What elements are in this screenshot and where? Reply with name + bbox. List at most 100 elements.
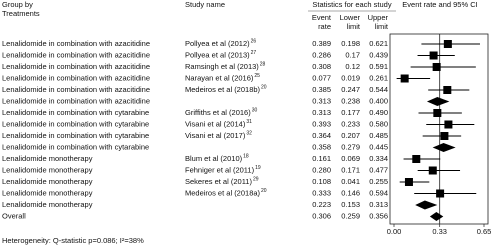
stat-value: 0.259 bbox=[341, 211, 360, 220]
stat-value: 0.334 bbox=[369, 154, 388, 163]
group-label: Lenalidomide in combination with azaciti… bbox=[2, 62, 150, 71]
point-estimate bbox=[443, 86, 452, 94]
point-estimate bbox=[444, 120, 453, 129]
study-name: Pollyea et al (2012) bbox=[185, 39, 250, 48]
group-label: Lenalidomide in combination with cytarab… bbox=[2, 119, 149, 128]
group-label: Lenalidomide in combination with cytarab… bbox=[2, 108, 149, 117]
stat-value: 0.358 bbox=[312, 142, 331, 151]
study-name: Medeiros et al (2018a) bbox=[185, 188, 261, 197]
stat-value: 0.279 bbox=[341, 142, 360, 151]
point-estimate bbox=[443, 40, 452, 48]
summary-diamond bbox=[426, 97, 450, 106]
stat-value: 0.108 bbox=[312, 177, 331, 186]
stat-value: 0.313 bbox=[312, 108, 331, 117]
group-label: Lenalidomide monotherapy bbox=[2, 200, 93, 209]
stat-value: 0.12 bbox=[345, 62, 360, 71]
stat-value: 0.333 bbox=[312, 188, 331, 197]
stat-value: 0.161 bbox=[312, 154, 331, 163]
group-label: Lenalidomide in combination with azaciti… bbox=[2, 73, 150, 82]
point-estimate bbox=[428, 166, 437, 175]
stat-value: 0.477 bbox=[369, 165, 388, 174]
stat-value: 0.247 bbox=[341, 85, 360, 94]
stat-value: 0.306 bbox=[312, 211, 331, 220]
stat-value: 0.580 bbox=[369, 119, 388, 128]
stat-value: 0.019 bbox=[341, 73, 360, 82]
plot-frame bbox=[389, 33, 489, 225]
stat-value: 0.233 bbox=[341, 119, 360, 128]
study-ref: 26 bbox=[251, 38, 257, 44]
stat-value: 0.077 bbox=[312, 73, 331, 82]
stat-value: 0.313 bbox=[312, 96, 331, 105]
stat-value: 0.17 bbox=[345, 50, 360, 59]
study-ref: 31 bbox=[246, 119, 252, 125]
study-name: Griffiths et al (2016) bbox=[185, 108, 251, 117]
stat-value: 0.400 bbox=[369, 96, 388, 105]
study-ref: 32 bbox=[246, 130, 252, 136]
stat-value: 0.153 bbox=[341, 200, 360, 209]
point-estimate bbox=[412, 155, 421, 163]
stat-value: 0.356 bbox=[369, 211, 388, 220]
stat-value: 0.177 bbox=[341, 108, 360, 117]
plot-header: Event rate and 95% CI bbox=[402, 0, 477, 9]
column-header: rate bbox=[318, 22, 331, 31]
study-ref: 20 bbox=[261, 188, 267, 194]
stats-header: Statistics for each study bbox=[312, 0, 391, 9]
point-estimate bbox=[436, 189, 445, 198]
group-label: Lenalidomide in combination with azaciti… bbox=[2, 39, 150, 48]
summary-diamond bbox=[415, 200, 438, 210]
study-name: Narayan et al (2016) bbox=[185, 73, 254, 82]
study-name: Sekeres et al (2011) bbox=[185, 177, 252, 186]
study-name: Visani et al (2014) bbox=[185, 119, 246, 128]
stat-value: 0.069 bbox=[341, 154, 360, 163]
column-header: Upper bbox=[368, 13, 389, 22]
stat-value: 0.544 bbox=[369, 85, 388, 94]
group-label: Lenalidomide monotherapy bbox=[2, 177, 93, 186]
point-estimate bbox=[432, 63, 441, 71]
group-label: Lenalidomide monotherapy bbox=[2, 154, 93, 163]
stat-value: 0.485 bbox=[369, 131, 388, 140]
stat-value: 0.490 bbox=[369, 108, 388, 117]
point-estimate bbox=[440, 132, 449, 140]
stat-value: 0.286 bbox=[312, 50, 331, 59]
group-label: Lenalidomide monotherapy bbox=[2, 188, 93, 197]
stat-value: 0.041 bbox=[341, 177, 360, 186]
study-ref: 28 bbox=[260, 61, 266, 67]
group-label: Lenalidomide monotherapy bbox=[2, 165, 93, 174]
stat-value: 0.308 bbox=[312, 62, 331, 71]
study-name: Ramsingh et al (2013) bbox=[185, 62, 259, 71]
stat-value: 0.238 bbox=[341, 96, 360, 105]
study-name: Blum et al (2010) bbox=[185, 154, 243, 163]
study-ref: 29 bbox=[253, 176, 259, 182]
stat-value: 0.223 bbox=[312, 200, 331, 209]
summary-diamond bbox=[432, 143, 456, 152]
column-header: limit bbox=[347, 22, 361, 31]
stat-value: 0.146 bbox=[341, 188, 360, 197]
stat-value: 0.198 bbox=[341, 39, 360, 48]
stat-value: 0.171 bbox=[341, 165, 360, 174]
x-tick-label: 0.00 bbox=[387, 227, 402, 236]
group-label: Overall bbox=[2, 211, 26, 220]
column-header: Event bbox=[312, 13, 332, 22]
heterogeneity-note: Heterogeneity: Q-statistic p=0.086; I²=3… bbox=[2, 236, 144, 245]
group-label: Lenalidomide in combination with azaciti… bbox=[2, 50, 150, 59]
stat-value: 0.439 bbox=[369, 50, 388, 59]
group-label: Lenalidomide in combination with azaciti… bbox=[2, 96, 150, 105]
study-name: Medeiros et al (2018b) bbox=[185, 85, 261, 94]
stat-value: 0.313 bbox=[369, 200, 388, 209]
point-estimate bbox=[400, 74, 409, 83]
study-name: Pollyea et al (2013) bbox=[185, 50, 250, 59]
stat-value: 0.591 bbox=[369, 62, 388, 71]
group-header: Treatments bbox=[2, 9, 40, 18]
study-ref: 20 bbox=[261, 84, 267, 90]
stat-value: 0.261 bbox=[369, 73, 388, 82]
study-name: Fehniger et al (2011) bbox=[185, 165, 255, 174]
group-label: Lenalidomide in combination with cytarab… bbox=[2, 131, 149, 140]
stat-value: 0.255 bbox=[369, 177, 388, 186]
study-ref: 25 bbox=[254, 73, 260, 79]
stat-value: 0.445 bbox=[369, 142, 388, 151]
group-label: Lenalidomide in combination with cytarab… bbox=[2, 142, 149, 151]
x-tick-label: 0.65 bbox=[477, 227, 492, 236]
study-ref: 27 bbox=[251, 50, 257, 56]
